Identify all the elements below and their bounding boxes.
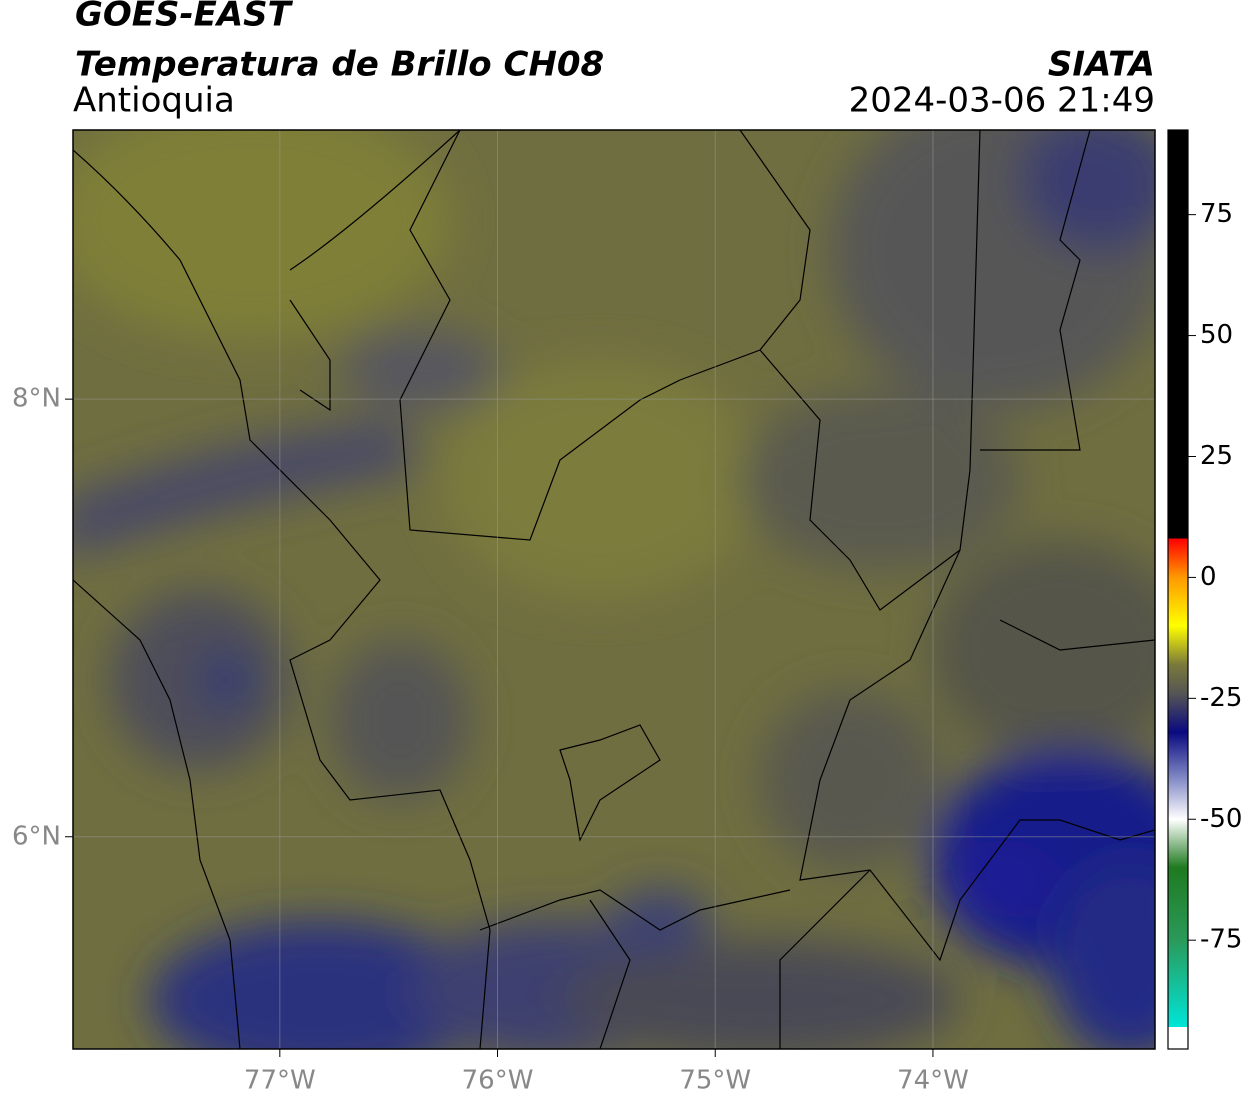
subtitle: Temperatura de Brillo CH08 (75, 45, 604, 85)
map-frame (72, 129, 1156, 1050)
colorbar-tick-label: 50 (1200, 320, 1233, 350)
datetime: 2024-03-06 21:49 (849, 81, 1155, 121)
grid (73, 130, 1155, 1049)
colorbar-tick-label: 75 (1200, 199, 1233, 229)
satellite-image (73, 130, 1155, 1049)
lat-tick-label: 6°N (12, 821, 61, 851)
colorbar-tick-label: 25 (1200, 441, 1233, 471)
lon-tick-label: 76°W (462, 1066, 534, 1096)
title: GOES-EAST (75, 0, 294, 35)
colorbar-tick-label: 0 (1200, 562, 1217, 592)
lon-tick-label: 74°W (897, 1066, 969, 1096)
lon-tick-label: 75°W (679, 1066, 751, 1096)
colorbar (1167, 129, 1189, 1050)
lat-tick-label: 8°N (12, 384, 61, 414)
lon-tick-label: 77°W (244, 1066, 316, 1096)
colorbar-tick-label: -25 (1200, 683, 1242, 713)
colorbar-tick-label: -50 (1200, 804, 1242, 834)
source: SIATA (1048, 45, 1155, 85)
region: Antioquia (73, 81, 235, 121)
colorbar-tick-label: -75 (1200, 925, 1242, 955)
